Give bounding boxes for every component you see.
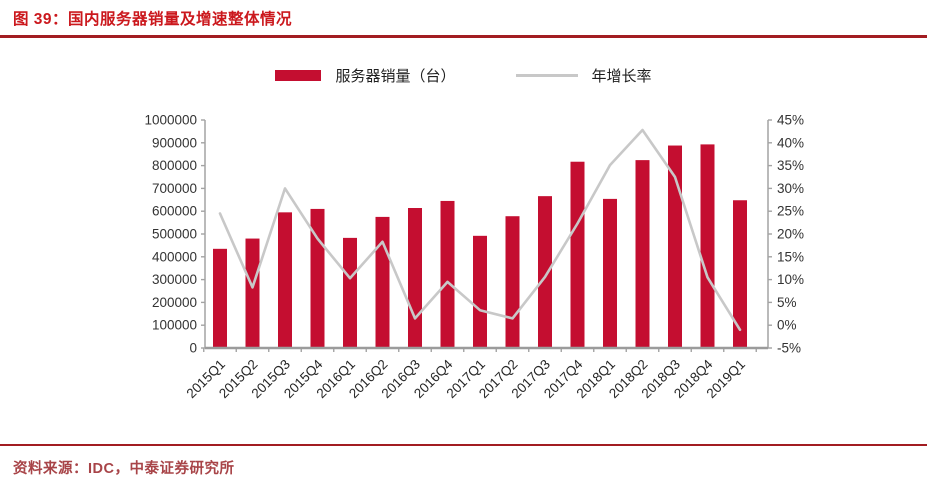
left-axis-tick-label: 0: [189, 341, 197, 356]
left-axis-tick-label: 100000: [152, 318, 197, 333]
left-axis-tick-label: 700000: [152, 181, 197, 196]
bar-2017Q3: [538, 196, 552, 348]
combo-chart: 1000000 900000 800000 700000 600000 500000 400…: [85, 100, 865, 445]
bar-2017Q4: [570, 161, 585, 348]
left-axis-tick-label: 400000: [152, 249, 197, 264]
left-axis-tick-label: 300000: [152, 272, 197, 287]
left-axis-tick-label: 800000: [152, 158, 197, 173]
bar-2015Q2: [245, 238, 260, 348]
line-series-label: 年增长率: [591, 67, 652, 85]
chart-legend: 服务器销量（台） 年增长率: [0, 62, 927, 88]
bar-2016Q4: [440, 200, 455, 348]
right-axis-tick-label: -5%: [777, 341, 801, 356]
bar-2017Q1: [473, 235, 487, 348]
right-axis-tick-label: 25%: [777, 204, 804, 219]
bar-2018Q3: [668, 145, 682, 348]
left-axis-tick-label: 200000: [152, 295, 197, 310]
bar-2015Q3: [278, 212, 292, 348]
bar-series-swatch: [275, 69, 322, 81]
chart-canvas: 1000000900000800000700000600000500000400…: [144, 113, 804, 402]
bar-2016Q3: [408, 208, 422, 348]
title-divider-rule: [0, 35, 927, 38]
bar-2018Q4: [700, 144, 715, 348]
right-axis-tick-label: 5%: [777, 295, 797, 310]
right-axis-tick-label: 0%: [777, 318, 797, 333]
bar-series-label: 服务器销量（台）: [335, 67, 456, 85]
bar-2018Q1: [603, 198, 617, 348]
bar-2016Q1: [343, 237, 357, 348]
bar-2019Q1: [733, 200, 747, 348]
bar-2018Q2: [635, 160, 650, 348]
right-axis-tick-label: 45%: [777, 113, 804, 128]
right-axis-tick-label: 35%: [777, 158, 804, 173]
line-series-swatch: [515, 73, 578, 77]
growth-rate-line: [218, 128, 742, 332]
right-axis-tick-label: 20%: [777, 227, 804, 242]
footer-divider-rule: [0, 444, 927, 446]
left-axis-tick-label: 600000: [152, 204, 197, 219]
left-axis-tick-label: 900000: [152, 135, 197, 150]
bar-2016Q2: [375, 216, 390, 348]
right-axis-tick-label: 40%: [777, 135, 804, 150]
right-axis-tick-label: 15%: [777, 249, 804, 264]
figure-title: 图 39：国内服务器销量及增速整体情况: [13, 11, 293, 28]
right-axis-tick-label: 10%: [777, 272, 804, 287]
bar-2017Q2: [505, 216, 520, 348]
bar-2015Q1: [213, 248, 227, 348]
right-axis-tick-label: 30%: [777, 181, 804, 196]
source-note: 资料来源：IDC，中泰证券研究所: [13, 461, 235, 477]
left-axis-tick-label: 1000000: [144, 113, 197, 128]
left-axis-tick-label: 500000: [152, 227, 197, 242]
